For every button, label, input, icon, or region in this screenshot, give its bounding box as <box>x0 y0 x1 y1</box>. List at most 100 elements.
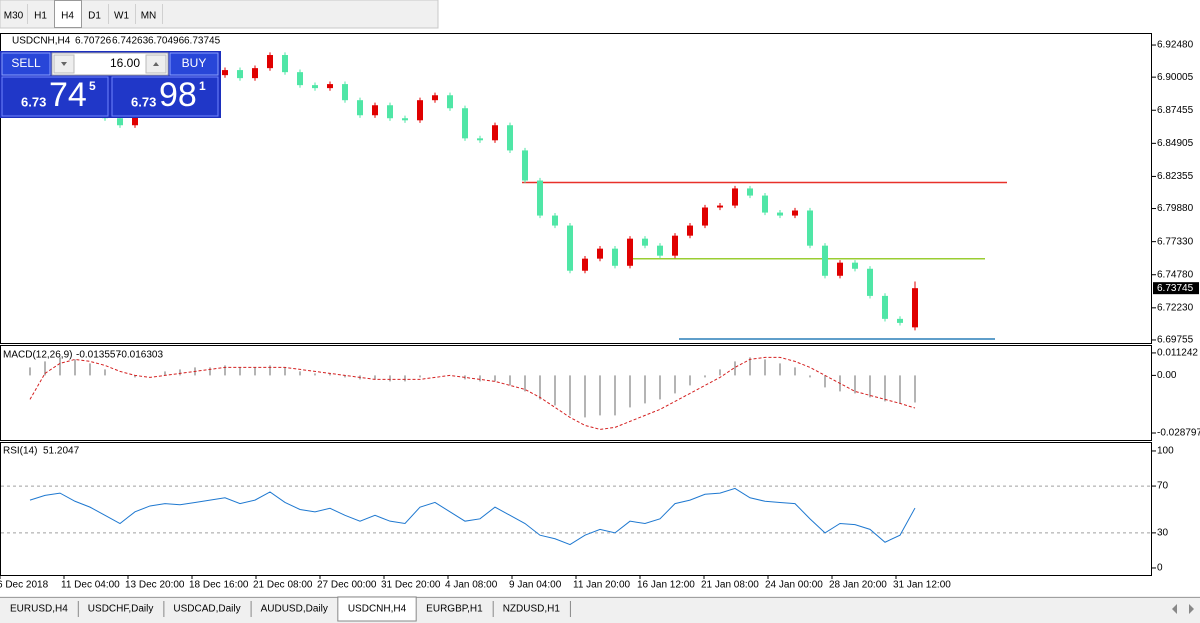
timeframe-button[interactable]: M30 <box>4 11 24 22</box>
tab-scroll-right[interactable] <box>1189 604 1194 614</box>
candle-body <box>627 238 633 266</box>
time-label: 13 Dec 20:00 <box>125 580 185 591</box>
timeframe-button[interactable]: W1 <box>114 11 129 22</box>
time-label: 11 Dec 04:00 <box>61 580 120 591</box>
price-tick-label: 6.79880 <box>1157 203 1194 214</box>
candle-body <box>792 210 798 216</box>
candle-body <box>252 68 258 79</box>
sell-button[interactable] <box>1 52 51 76</box>
time-label: 16 Jan 12:00 <box>637 580 695 591</box>
symbol-tab[interactable]: AUDUSD,Daily <box>261 604 328 615</box>
candle-body <box>672 235 678 256</box>
candle-body <box>912 288 918 328</box>
candle-body <box>897 318 903 323</box>
time-label: 31 Dec 20:00 <box>381 580 441 591</box>
lot-value: 16.00 <box>110 56 140 70</box>
candle-body <box>237 70 243 79</box>
symbol-tab[interactable]: USDCNH,H4 <box>348 604 407 615</box>
timeframe-active-bg <box>54 0 82 28</box>
time-label: 9 Jan 04:00 <box>509 580 562 591</box>
timeframe-button[interactable]: H4 <box>61 11 74 22</box>
time-label: 31 Jan 12:00 <box>893 580 951 591</box>
candle-body <box>882 295 888 319</box>
macd-tick-label: 0.011242 <box>1157 348 1198 359</box>
timeframe-button[interactable]: MN <box>141 11 157 22</box>
tab-active-bg <box>337 596 417 622</box>
candle-body <box>402 118 408 121</box>
time-label: 18 Dec 16:00 <box>189 580 249 591</box>
candle-body <box>597 248 603 259</box>
rsi-label: RSI(14) <box>3 446 37 457</box>
timeframe-button[interactable]: D1 <box>88 11 101 22</box>
time-label: 6 Dec 2018 <box>0 580 49 591</box>
rsi-tick-label: 100 <box>1157 446 1174 457</box>
symbol-tab[interactable]: EURGBP,H1 <box>426 604 483 615</box>
candle-body <box>867 268 873 296</box>
macd-current: -0.013557 <box>76 350 121 361</box>
bid-box[interactable] <box>1 76 109 117</box>
time-label: 4 Jan 08:00 <box>445 580 498 591</box>
buy-button[interactable] <box>169 52 219 76</box>
time-label: 27 Dec 00:00 <box>317 580 377 591</box>
candle-body <box>702 207 708 226</box>
price-tick-label: 6.90005 <box>1157 72 1194 83</box>
lot-up-arrow <box>153 62 159 66</box>
current-price-label: 6.73745 <box>1157 283 1194 294</box>
lot-field[interactable] <box>51 52 169 76</box>
candle-body <box>282 55 288 73</box>
price-tick-label: 6.84905 <box>1157 138 1194 149</box>
rsi-current: 51.2047 <box>43 446 80 457</box>
timeframe-button[interactable]: H1 <box>34 11 47 22</box>
price-tick-label: 6.82355 <box>1157 171 1194 182</box>
macd-signal-current: -0.016303 <box>118 350 163 361</box>
candle-body <box>522 150 528 181</box>
time-label: 24 Jan 00:00 <box>765 580 823 591</box>
candle-body <box>537 180 543 216</box>
symbol-tab[interactable]: USDCAD,Daily <box>173 604 240 615</box>
candle-body <box>267 55 273 69</box>
symbol-tab[interactable]: USDCHF,Daily <box>88 604 154 615</box>
candle-body <box>357 100 363 116</box>
ask-big: 6.73 <box>131 94 156 109</box>
symbol-tab[interactable]: NZDUSD,H1 <box>503 604 561 615</box>
candle-body <box>612 248 618 266</box>
symbol-tab[interactable]: EURUSD,H4 <box>10 604 68 615</box>
macd-signal-line <box>29 356 916 430</box>
header-ohlc: 6.73745 <box>184 36 221 47</box>
candle-body <box>582 258 588 271</box>
candle-body <box>417 100 423 121</box>
macd-pane <box>0 345 1152 441</box>
candle-body <box>462 108 468 139</box>
price-tick-label: 6.77330 <box>1157 236 1194 247</box>
rsi-pane <box>0 442 1152 576</box>
sell-label[interactable]: SELL <box>11 56 41 70</box>
candle-body <box>657 245 663 256</box>
candle-body <box>837 262 843 276</box>
candle-body <box>342 84 348 101</box>
candle-body <box>312 85 318 89</box>
header-ohlc: 6.74263 <box>112 36 149 47</box>
candle-body <box>492 125 498 141</box>
candle-body <box>372 105 378 116</box>
time-label: 21 Jan 08:00 <box>701 580 759 591</box>
price-tick-label: 6.72230 <box>1157 302 1194 313</box>
candle-body <box>687 225 693 236</box>
candle-body <box>567 225 573 271</box>
candle-body <box>477 138 483 141</box>
macd-label: MACD(12,26,9) <box>3 350 72 361</box>
tab-scroll-left[interactable] <box>1172 604 1177 614</box>
candle-body <box>852 262 858 269</box>
tab-bar <box>0 596 1200 623</box>
buy-label[interactable]: BUY <box>182 56 207 70</box>
rsi-tick-label: 0 <box>1157 563 1163 574</box>
ask-pips: 98 <box>159 76 197 114</box>
candle-body <box>822 245 828 276</box>
candle-body <box>432 95 438 101</box>
time-label: 28 Jan 20:00 <box>829 580 887 591</box>
candle-body <box>327 84 333 89</box>
time-label: 11 Jan 20:00 <box>573 580 631 591</box>
ask-box[interactable] <box>111 76 219 117</box>
ask-frac: 1 <box>199 79 206 93</box>
